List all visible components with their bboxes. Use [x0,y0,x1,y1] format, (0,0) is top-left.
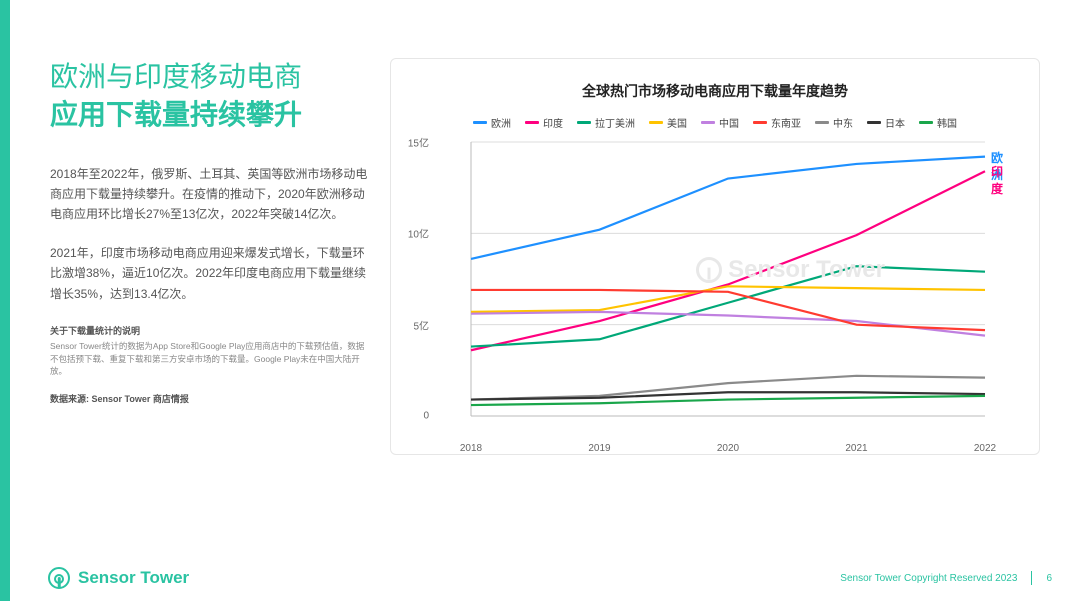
chart-title: 全球热门市场移动电商应用下载量年度趋势 [417,81,1013,101]
footer: Sensor Tower Sensor Tower Copyright Rese… [48,567,1052,589]
content-area: 欧洲与印度移动电商 应用下载量持续攀升 2018年至2022年，俄罗斯、土耳其、… [10,0,1080,601]
legend-swatch [525,121,539,124]
legend-swatch [473,121,487,124]
x-axis-label: 2019 [588,443,610,454]
copyright-text: Sensor Tower Copyright Reserved 2023 [840,573,1017,584]
legend-swatch [815,121,829,124]
legend-swatch [919,121,933,124]
legend-item: 韩国 [919,115,957,130]
logo-text: Sensor Tower [78,568,189,588]
series-line [471,171,985,350]
legend-label: 中国 [719,115,739,130]
legend-label: 东南亚 [771,115,801,130]
legend-label: 拉丁美洲 [595,115,635,130]
legend-item: 美国 [649,115,687,130]
footer-right: Sensor Tower Copyright Reserved 2023 6 [840,571,1052,585]
data-source: 数据来源: Sensor Tower 商店情报 [50,392,370,405]
chart-legend: 欧洲 印度 拉丁美洲 美国 中国 东南亚 中东 日本 韩国 [417,115,1013,130]
legend-swatch [867,121,881,124]
legend-swatch [753,121,767,124]
headline: 欧洲与印度移动电商 应用下载量持续攀升 [50,58,370,134]
y-axis-label: 15亿 [408,135,429,150]
legend-label: 美国 [667,115,687,130]
legend-label: 欧洲 [491,115,511,130]
legend-label: 日本 [885,115,905,130]
left-column: 欧洲与印度移动电商 应用下载量持续攀升 2018年至2022年，俄罗斯、土耳其、… [50,58,390,601]
paragraph-2: 2021年，印度市场移动电商应用迎来爆发式增长，下载量环比激增38%，逼近10亿… [50,243,370,304]
x-axis-label: 2020 [717,443,739,454]
legend-item: 欧洲 [473,115,511,130]
logo-icon [48,567,70,589]
note-body: Sensor Tower统计的数据为App Store和Google Play应… [50,340,370,378]
chart-card: 全球热门市场移动电商应用下载量年度趋势 欧洲印度拉丁美洲美国中国东南亚中东日本韩… [390,58,1040,455]
headline-line2: 应用下载量持续攀升 [50,96,370,134]
chart-svg [435,136,995,436]
page-number: 6 [1046,573,1052,584]
right-column: 全球热门市场移动电商应用下载量年度趋势 欧洲印度拉丁美洲美国中国东南亚中东日本韩… [390,58,1040,601]
legend-item: 中东 [815,115,853,130]
paragraph-1: 2018年至2022年，俄罗斯、土耳其、英国等欧洲市场移动电商应用下载量持续攀升… [50,164,370,225]
y-axis-label: 5亿 [413,317,429,332]
legend-label: 韩国 [937,115,957,130]
legend-label: 印度 [543,115,563,130]
x-axis-label: 2018 [460,443,482,454]
headline-line1: 欧洲与印度移动电商 [50,61,302,92]
x-axis-label: 2021 [845,443,867,454]
slide: 欧洲与印度移动电商 应用下载量持续攀升 2018年至2022年，俄罗斯、土耳其、… [0,0,1080,601]
legend-item: 印度 [525,115,563,130]
logo: Sensor Tower [48,567,189,589]
x-axis-label: 2022 [974,443,996,454]
chart-plot-area: Sensor Tower 05亿10亿15亿201820192020202120… [435,136,995,436]
y-axis-label: 0 [423,411,429,422]
legend-item: 东南亚 [753,115,801,130]
legend-item: 拉丁美洲 [577,115,635,130]
legend-swatch [701,121,715,124]
legend-item: 中国 [701,115,739,130]
series-line [471,266,985,346]
series-end-label: 印度 [991,163,1003,197]
series-line [471,157,985,259]
note-title: 关于下载量统计的说明 [50,324,370,337]
footer-separator [1031,571,1032,585]
legend-swatch [577,121,591,124]
accent-bar [0,0,10,601]
legend-swatch [649,121,663,124]
y-axis-label: 10亿 [408,226,429,241]
legend-label: 中东 [833,115,853,130]
legend-item: 日本 [867,115,905,130]
